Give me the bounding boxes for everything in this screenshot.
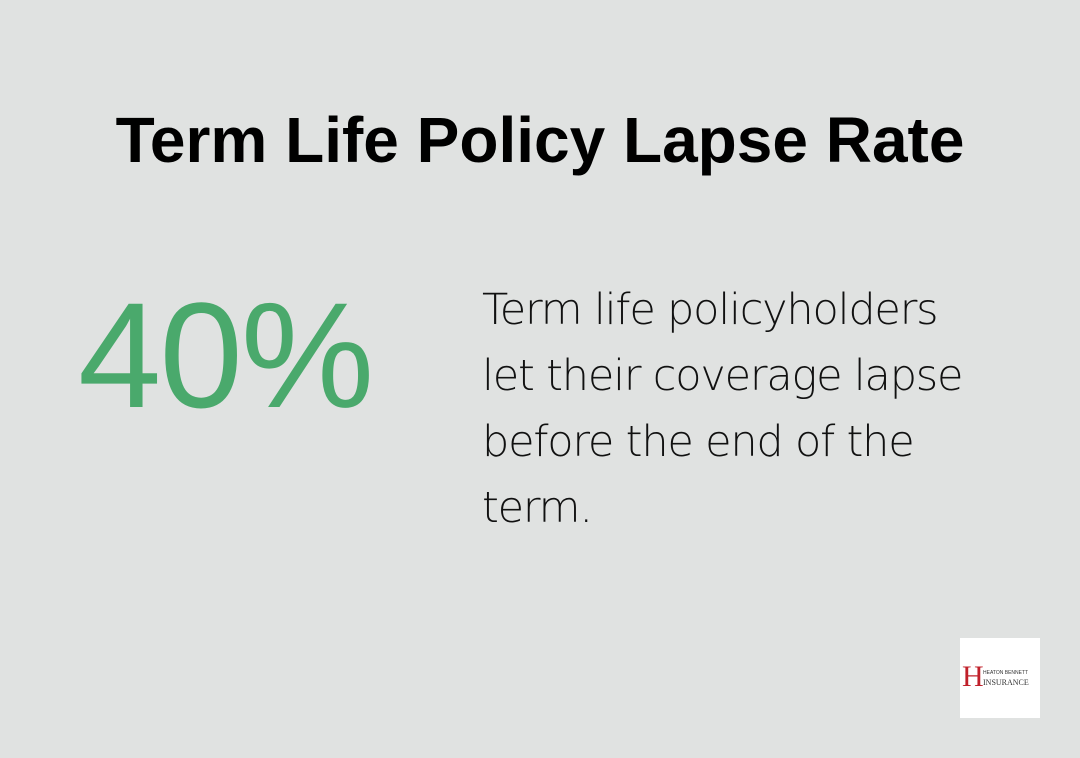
description-line: let their coverage lapse <box>482 351 963 401</box>
logo-letter: H <box>962 660 984 693</box>
title: Term Life Policy Lapse Rate <box>115 104 965 176</box>
description-line: Term life policyholders <box>482 285 939 335</box>
description-line: before the end of the <box>482 417 915 467</box>
description-line: term. <box>482 483 593 533</box>
logo-line: INSURANCE <box>983 678 1029 687</box>
logo-line: HEATON BENNETT <box>983 670 1029 676</box>
stat-description: Term life policyholders let their coverag… <box>482 277 963 541</box>
logo: H HEATON BENNETT INSURANCE <box>960 638 1040 718</box>
stat-value: 40% <box>78 271 374 439</box>
